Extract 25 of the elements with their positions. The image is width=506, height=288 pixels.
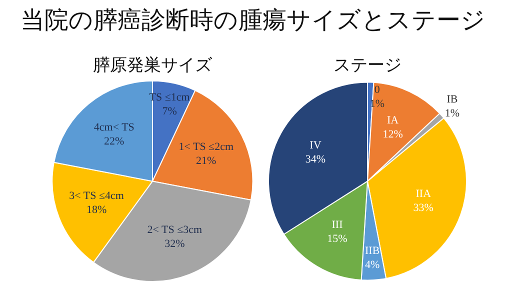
slice-label: 0 bbox=[374, 84, 380, 96]
data-label: 34% bbox=[305, 153, 326, 166]
data-label: 21% bbox=[196, 154, 216, 167]
data-label: 18% bbox=[86, 204, 107, 216]
slice-label: III bbox=[332, 219, 344, 232]
data-label: 15% bbox=[327, 233, 348, 246]
slice-label: 1< TS ≤2cm bbox=[178, 140, 234, 153]
slice-label: IIA bbox=[416, 188, 432, 200]
slice-label: 4cm< TS bbox=[94, 122, 134, 134]
chart-subtitle: 膵原発巣サイズ bbox=[93, 56, 213, 76]
chart-title: 当院の膵癌診断時の腫瘍サイズとステージ bbox=[20, 5, 486, 36]
data-label: 33% bbox=[413, 202, 434, 214]
data-label: 4% bbox=[365, 259, 380, 272]
data-label: 1% bbox=[444, 107, 460, 120]
slice-label: IV bbox=[310, 139, 322, 152]
chart-title: ステージ bbox=[334, 56, 402, 76]
data-label: 12% bbox=[382, 128, 403, 140]
slice-label: IA bbox=[386, 114, 399, 126]
data-label: 32% bbox=[164, 238, 185, 250]
slice-label: 3< TS ≤4cm bbox=[69, 190, 124, 202]
data-label: 22% bbox=[104, 136, 124, 148]
slice-label: 2< TS ≤3cm bbox=[147, 224, 202, 236]
data-label: 7% bbox=[162, 106, 177, 118]
slice-label: IB bbox=[446, 93, 458, 106]
slice-label: IIB bbox=[365, 245, 380, 258]
